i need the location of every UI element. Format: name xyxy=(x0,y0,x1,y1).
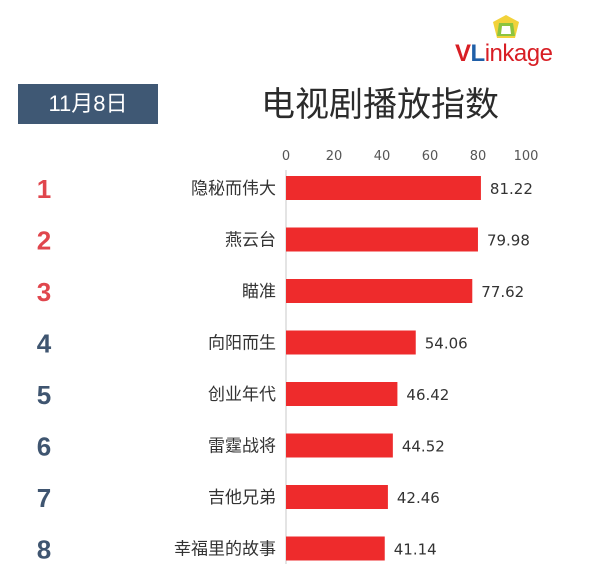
x-tick-label-1: 20 xyxy=(326,149,343,164)
date-badge: 11月8日 xyxy=(18,84,158,124)
bar-2 xyxy=(286,227,478,252)
category-label-5: 创业年代 xyxy=(208,385,276,405)
rank-number-7: 7 xyxy=(37,483,51,513)
x-tick-label-5: 100 xyxy=(514,149,539,164)
value-label-6: 44.52 xyxy=(402,438,445,456)
value-label-3: 77.62 xyxy=(481,283,524,301)
brand-logo-text: VLinkage xyxy=(455,40,553,67)
rank-number-3: 3 xyxy=(37,277,51,307)
bar-1 xyxy=(286,176,481,200)
rank-number-5: 5 xyxy=(37,380,51,410)
category-label-3: 瞄准 xyxy=(242,282,276,302)
value-label-2: 79.98 xyxy=(487,232,530,250)
category-label-2: 燕云台 xyxy=(225,231,276,251)
category-label-7: 吉他兄弟 xyxy=(208,488,276,508)
category-label-1: 隐秘而伟大 xyxy=(191,179,276,199)
value-label-7: 42.46 xyxy=(397,489,440,507)
rank-number-6: 6 xyxy=(37,432,51,462)
bar-8 xyxy=(286,536,385,561)
rank-number-2: 2 xyxy=(37,226,51,256)
chart-title: 电视剧播放指数 xyxy=(261,85,499,125)
bar-5 xyxy=(286,382,398,406)
x-tick-label-2: 40 xyxy=(374,149,391,164)
brand-logo: VLinkage xyxy=(455,14,590,70)
value-label-4: 54.06 xyxy=(425,335,468,353)
bar-6 xyxy=(286,433,393,458)
value-label-5: 46.42 xyxy=(406,386,449,404)
category-label-6: 雷霆战将 xyxy=(208,437,276,457)
category-label-4: 向阳而生 xyxy=(208,334,276,354)
bar-3 xyxy=(286,279,473,303)
bar-7 xyxy=(286,485,388,509)
category-label-8: 幸福里的故事 xyxy=(174,540,276,560)
x-tick-label-0: 0 xyxy=(282,149,290,164)
value-label-8: 41.14 xyxy=(394,541,437,559)
x-tick-label-3: 60 xyxy=(422,149,439,164)
logo-mark-icon xyxy=(493,15,519,38)
rank-number-8: 8 xyxy=(37,535,51,564)
x-tick-label-4: 80 xyxy=(470,149,487,164)
rank-number-4: 4 xyxy=(37,329,52,359)
bar-4 xyxy=(286,330,416,355)
value-label-1: 81.22 xyxy=(490,180,533,198)
rank-number-1: 1 xyxy=(37,174,51,204)
